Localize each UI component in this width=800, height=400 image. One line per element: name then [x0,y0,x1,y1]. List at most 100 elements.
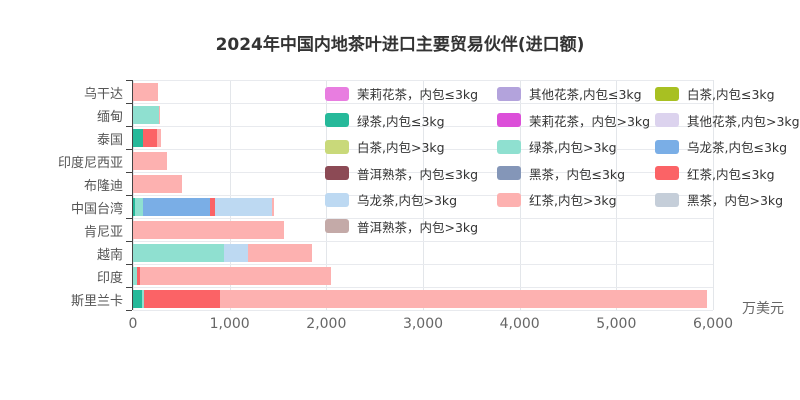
bar-segment[interactable] [133,220,284,239]
bar-segment[interactable] [133,174,182,193]
bar-segment[interactable] [139,266,332,285]
bar-stack[interactable] [133,220,284,239]
gridline-horizontal [133,287,713,288]
legend-swatch-icon [325,139,349,154]
bar-segment[interactable] [133,289,142,308]
x-axis-tick-label: 5,000 [596,316,637,332]
x-axis-tick-label: 6,000 [692,316,734,332]
legend-label: 白茶,内包>3kg [357,140,445,155]
legend-item[interactable]: 黑茶，内包>3kg [655,190,783,209]
gridline-horizontal [133,172,713,173]
bar-segment[interactable] [223,243,249,262]
y-axis-tick [126,195,132,196]
y-axis-label: 印度尼西亚 [57,155,123,171]
legend-item[interactable]: 茉莉花茶，内包>3kg [497,111,650,130]
legend-item[interactable]: 红茶,内包>3kg [497,190,617,209]
bar-segment[interactable] [133,266,137,285]
bar-segment[interactable] [219,289,707,308]
legend-item[interactable]: 绿茶,内包≤3kg [325,111,445,130]
bar-stack[interactable] [133,82,159,101]
legend-label: 其他花茶,内包>3kg [687,113,800,129]
legend-swatch-icon [497,86,521,101]
legend-swatch-icon [497,113,521,127]
bar-segment[interactable] [142,197,211,216]
y-axis-tick [126,149,132,150]
bar-segment[interactable] [156,128,161,147]
bar-segment[interactable] [133,151,167,170]
legend-label: 乌龙茶,内包>3kg [357,193,458,208]
gridline-horizontal [133,103,713,104]
plot-area [133,80,714,311]
bar-stack[interactable] [133,289,707,308]
legend-swatch-icon [655,113,679,127]
bar-stack[interactable] [133,174,182,193]
legend-label: 其他花茶,内包≤3kg [529,87,642,102]
legend-swatch-icon [325,219,349,233]
legend-label: 绿茶,内包≤3kg [357,113,445,129]
bar-stack[interactable] [133,197,275,216]
legend-swatch-icon [325,192,349,207]
legend-swatch-icon [655,86,679,101]
y-axis-tick [126,264,132,265]
legend-item[interactable]: 绿茶,内包>3kg [497,137,617,156]
bar-segment[interactable] [133,243,224,262]
y-axis-tick [126,218,132,219]
legend-item[interactable]: 乌龙茶,内包≤3kg [655,137,787,156]
legend-item[interactable]: 普洱熟茶，内包>3kg [325,217,478,236]
bar-segment[interactable] [133,105,160,124]
y-axis-tick [126,241,132,242]
bar-segment[interactable] [133,82,159,101]
legend-label: 黑茶，内包>3kg [687,193,784,208]
legend-item[interactable]: 乌龙茶,内包>3kg [325,190,457,209]
gridline-horizontal [133,195,713,196]
x-axis-unit: 万美元 [742,301,784,317]
x-axis-tick-label: 1,000 [209,316,250,332]
y-axis-tick [126,310,132,311]
y-axis-label: 布隆迪 [83,178,123,194]
bar-segment[interactable] [136,266,140,285]
y-axis-label: 斯里兰卡 [70,293,123,309]
bar-segment[interactable] [215,197,273,216]
x-axis-tick-label: 0 [128,316,138,332]
bar-stack[interactable] [133,105,161,124]
bar-stack[interactable] [133,243,312,262]
legend-swatch-icon [325,166,349,180]
bar-segment[interactable] [143,289,220,308]
y-axis-tick [126,287,132,288]
bar-segment[interactable] [141,289,144,308]
legend-item[interactable]: 普洱熟茶，内包≤3kg [325,164,478,183]
legend-item[interactable]: 茉莉花茶，内包≤3kg [325,84,478,103]
bar-segment[interactable] [210,197,216,216]
y-axis-label: 泰国 [96,132,123,148]
bar-segment[interactable] [133,197,135,216]
legend-item[interactable]: 其他花茶,内包≤3kg [497,84,642,103]
bar-stack[interactable] [133,128,161,147]
legend-item[interactable]: 其他花茶,内包>3kg [655,111,800,130]
y-axis-label: 印度 [96,270,123,286]
y-axis-line [132,80,133,310]
bar-segment[interactable] [272,197,275,216]
y-axis-tick [126,172,132,173]
legend-label: 红茶,内包>3kg [529,193,617,208]
bar-segment[interactable] [159,105,161,124]
x-axis-tick-label: 4,000 [499,316,540,332]
legend-item[interactable]: 白茶,内包>3kg [325,137,445,156]
legend-label: 普洱熟茶，内包≤3kg [357,166,479,182]
legend-item[interactable]: 白茶,内包≤3kg [655,84,775,103]
legend-swatch-icon [325,86,349,101]
legend-item[interactable]: 黑茶，内包≤3kg [497,164,625,183]
legend-label: 普洱熟茶，内包>3kg [357,219,479,235]
x-axis-tick-label: 3,000 [402,316,444,332]
bar-stack[interactable] [133,266,332,285]
legend-item[interactable]: 红茶,内包≤3kg [655,164,775,183]
bar-segment[interactable] [134,197,143,216]
bar-segment[interactable] [248,243,312,262]
bar-segment[interactable] [142,128,157,147]
gridline-horizontal [133,218,713,219]
legend-label: 茉莉花茶，内包≤3kg [357,87,479,102]
legend-label: 乌龙茶,内包≤3kg [687,140,788,155]
bar-stack[interactable] [133,151,167,170]
legend-swatch-icon [655,166,679,180]
chart-title: 2024年中国内地茶叶进口主要贸易伙伴(进口额) [215,35,585,55]
bar-segment[interactable] [133,128,143,147]
